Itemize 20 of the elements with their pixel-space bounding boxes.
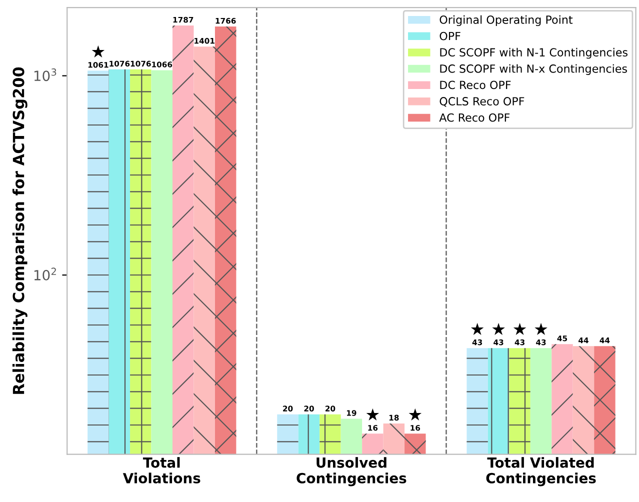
legend-label: Original Operating Point [440,15,573,26]
x-tick-label: Unsolved Contingencies [296,457,406,486]
y-tick-label: 10$^{2}$ [34,268,56,280]
legend-label: DC SCOPF with N-x Contingencies [440,64,627,75]
legend-label: DC Reco OPF [440,80,511,90]
annotation: ★ [92,45,105,58]
annotation: ★ [470,322,484,335]
legend-label: DC SCOPF with N-1 Contingencies [440,48,628,59]
x-tick-label: Total Violations [122,457,200,484]
legend-label: AC Reco OPF [439,113,510,122]
annotation: ★ [366,408,380,421]
annotation: ★ [492,322,505,335]
legend-label: OPF [440,32,460,40]
legend-label: QCLS Reco OPF [440,97,524,107]
y-tick-label: 10$^{3}$ [34,68,56,82]
annotation: ★ [408,408,422,421]
annotation: ★ [534,322,548,335]
x-tick-label: Total Violated Contingencies [486,457,596,486]
y-axis-title: Reliability Comparison for ACTVSg200 [12,67,28,394]
annotation: ★ [513,322,526,335]
